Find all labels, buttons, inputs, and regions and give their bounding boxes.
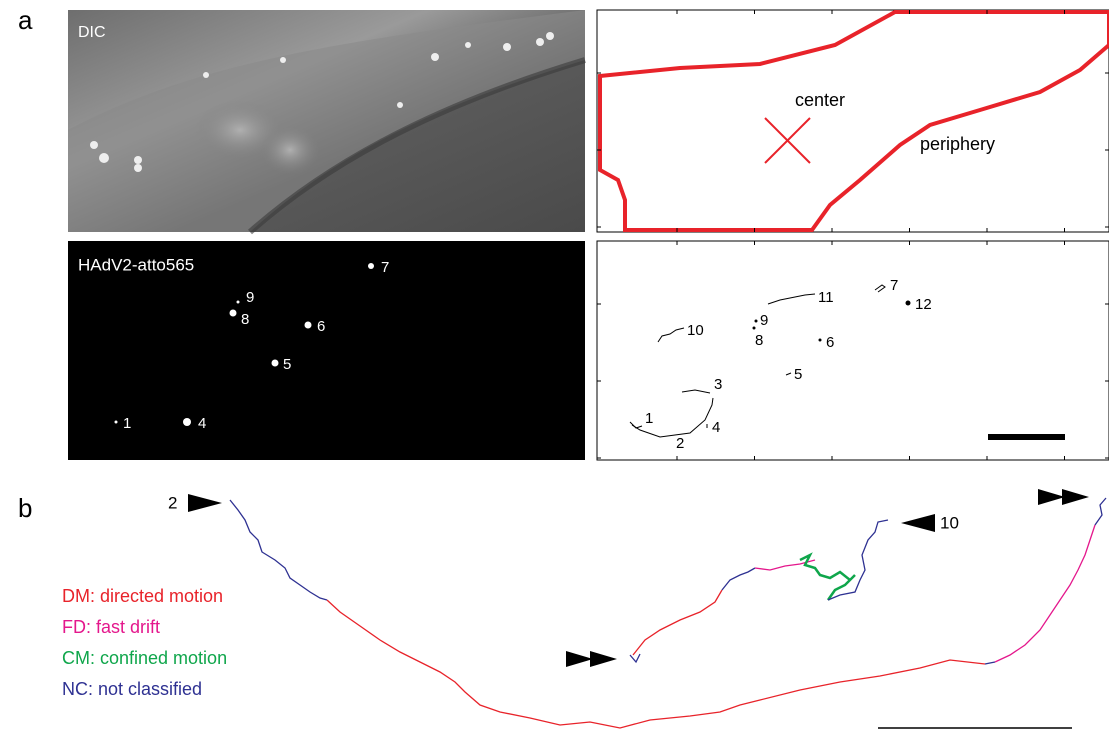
track-label: 3	[714, 376, 722, 393]
track-label: 7	[890, 277, 898, 294]
track-label: 8	[755, 332, 763, 349]
spot-label: 6	[317, 318, 325, 335]
trajectory-label: 2	[168, 493, 177, 512]
outline-label: periphery	[920, 134, 995, 154]
legend-entry: CM: confined motion	[62, 648, 227, 668]
image-label: HAdV2-atto565	[78, 255, 194, 274]
panel-label: a	[18, 5, 33, 35]
outline-label: center	[795, 90, 845, 110]
spot-label: 8	[241, 311, 249, 328]
track-label: 12	[915, 296, 932, 313]
track-label: 2	[676, 435, 684, 452]
spot-label: 7	[381, 259, 389, 276]
spot-label: 9	[246, 289, 254, 306]
legend-entry: NC: not classified	[62, 679, 202, 699]
track-label: 5	[794, 366, 802, 383]
panel-label: b	[18, 493, 32, 523]
track-label: 9	[760, 312, 768, 329]
track-label: 11	[818, 289, 834, 306]
spot-label: 1	[123, 415, 131, 432]
fluorescence-image: HAdV2-atto565 1 4 5 6 7 8 9	[68, 241, 585, 460]
outline-panel: center periphery	[596, 9, 1109, 233]
image-label: DIC	[78, 24, 106, 41]
spot-label: 5	[283, 356, 291, 373]
scale-bar	[988, 434, 1065, 440]
trajectory-panel	[188, 489, 1107, 729]
tracks-panel: 1 2 3 4 5 6 7 8 9 10 11 12	[596, 240, 1109, 461]
dic-image: DIC	[68, 10, 586, 235]
trajectory-label: 10	[940, 513, 959, 532]
track-label: 1	[645, 410, 653, 427]
legend: DM: directed motion FD: fast drift CM: c…	[62, 586, 227, 699]
track-label: 4	[712, 419, 720, 436]
spot-label: 4	[198, 415, 206, 432]
track-label: 6	[826, 334, 834, 351]
track-label: 10	[687, 322, 704, 339]
legend-entry: FD: fast drift	[62, 617, 160, 637]
legend-entry: DM: directed motion	[62, 586, 223, 606]
